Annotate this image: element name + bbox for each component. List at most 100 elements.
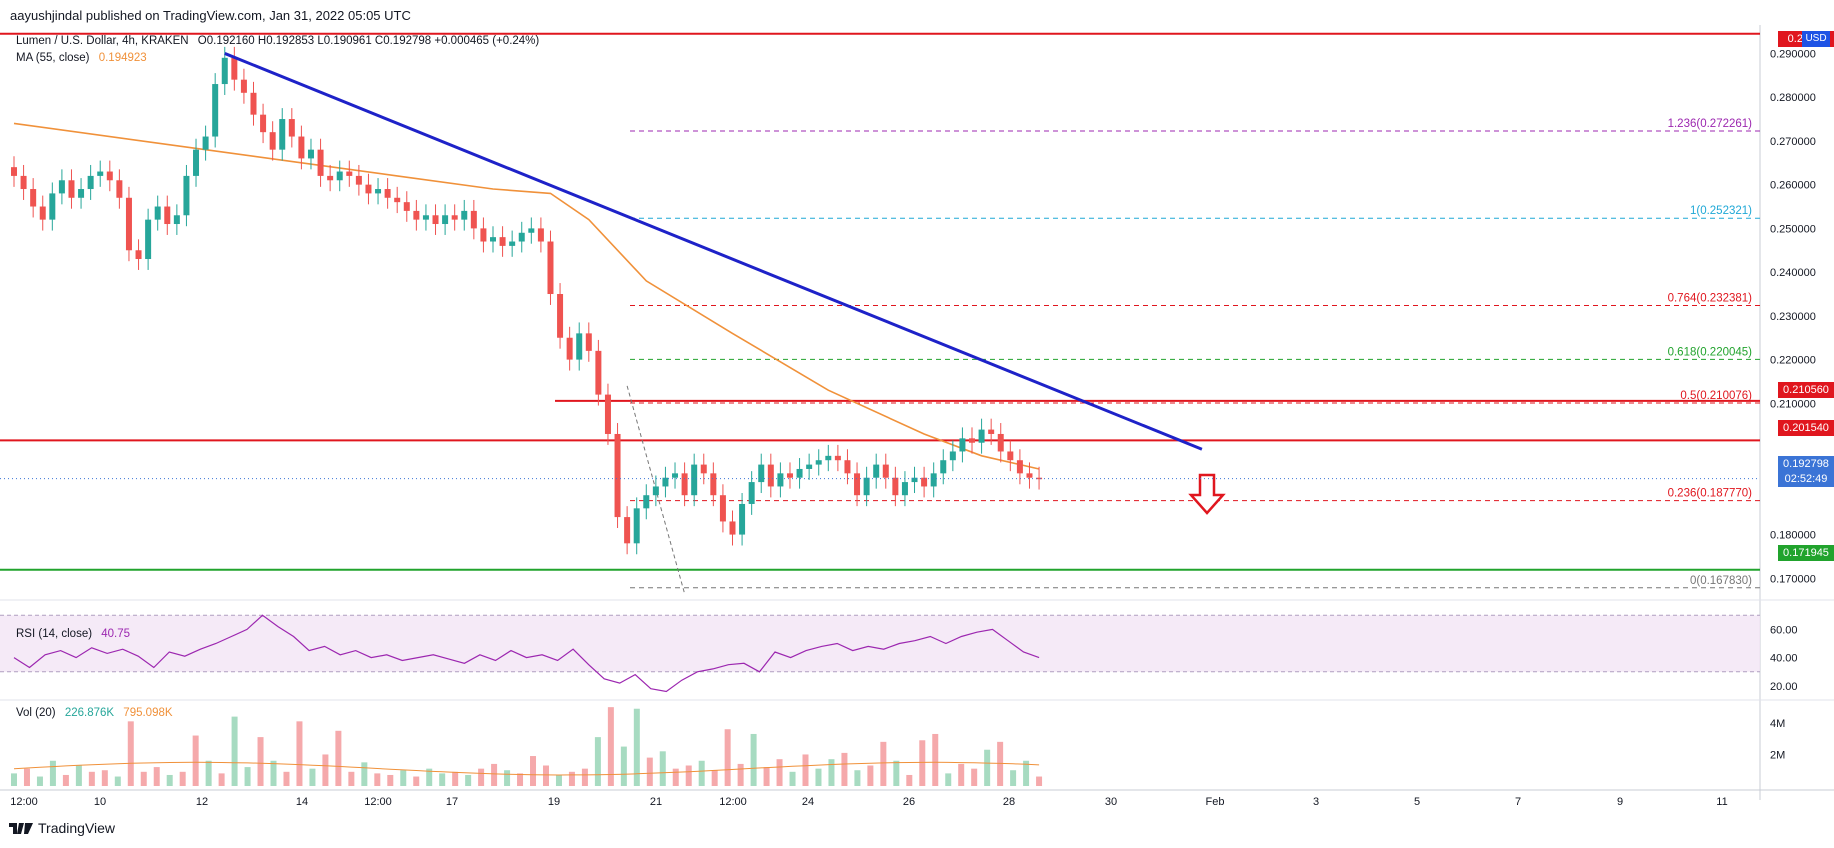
candle-body: [806, 464, 813, 469]
candle-body: [413, 210, 420, 220]
volume-bar: [62, 774, 69, 786]
candle-body: [652, 486, 659, 496]
volume-bar: [867, 765, 874, 786]
ma-label: MA (55, close): [16, 52, 90, 64]
candle-body: [39, 206, 46, 220]
volume-bar: [724, 729, 731, 786]
candle-body: [336, 171, 343, 181]
ma-legend[interactable]: MA (55, close) 0.194923: [16, 52, 153, 64]
candle-body: [624, 517, 631, 544]
rsi-legend[interactable]: RSI (14, close) 40.75: [16, 628, 136, 640]
volume-bar: [750, 733, 757, 786]
candle-body: [78, 189, 85, 198]
volume-bar: [192, 735, 199, 786]
footer: TradingView: [8, 820, 115, 836]
volume-bar: [478, 768, 485, 786]
candle-body: [202, 136, 209, 150]
candle-body: [873, 464, 880, 478]
volume-bar: [465, 774, 472, 786]
candle-body: [509, 241, 516, 246]
candle-body: [604, 394, 611, 434]
candle-body: [480, 228, 487, 242]
candle-body: [700, 464, 707, 474]
candle-body: [355, 175, 362, 185]
candle-body: [288, 119, 295, 137]
candle-body: [87, 175, 94, 190]
volume-bar: [23, 768, 30, 786]
candle-body: [518, 232, 525, 242]
candle-body: [1007, 451, 1014, 461]
candle-body: [901, 482, 908, 496]
candle-body: [834, 455, 841, 461]
vol-value-1: 226.876K: [64, 707, 115, 719]
candle-body: [959, 438, 966, 452]
volume-bar: [633, 708, 640, 786]
volume-bar: [711, 770, 718, 786]
candle-body: [710, 473, 717, 496]
x-tick-label: 3: [1313, 796, 1319, 808]
candle-body: [461, 210, 468, 220]
y-tick-label: 0.260000: [1770, 180, 1816, 192]
volume-bar: [880, 741, 887, 786]
volume-bar: [374, 773, 381, 786]
y-tick-label: 0.170000: [1770, 573, 1816, 585]
candle-body: [125, 197, 132, 251]
candle-body: [1016, 460, 1023, 474]
candle-body: [193, 149, 200, 176]
candle-body: [786, 473, 793, 478]
volume-bar: [114, 776, 121, 786]
candle-body: [969, 438, 975, 443]
x-tick-label: 12:00: [10, 796, 38, 808]
vol-label: Vol (20): [16, 707, 56, 719]
volume-bar: [400, 770, 407, 786]
volume-bar: [49, 760, 56, 786]
currency-badge[interactable]: USD: [1802, 31, 1830, 47]
x-tick-label: 12:00: [364, 796, 392, 808]
publish-header: aayushjindal published on TradingView.co…: [10, 8, 411, 23]
candle-body: [154, 206, 161, 220]
candle-body: [528, 228, 535, 233]
candle-body: [672, 473, 679, 478]
volume-bar: [685, 765, 692, 786]
candle-body: [432, 215, 439, 225]
candle-body: [796, 468, 803, 478]
candle-body: [442, 215, 449, 225]
candle-body: [250, 92, 257, 115]
candle-body: [643, 495, 650, 509]
volume-bar: [309, 768, 316, 786]
candle-body: [930, 473, 937, 487]
candle-body: [748, 482, 755, 504]
volume-bar: [361, 762, 368, 786]
volume-bar: [179, 771, 186, 786]
rsi-band: [0, 615, 1760, 672]
volume-bar: [997, 741, 1004, 786]
candle-body: [298, 136, 305, 159]
candle-body: [1036, 477, 1043, 480]
candle-body: [882, 464, 889, 478]
volume-bar: [542, 765, 549, 786]
volume-bar: [244, 767, 251, 786]
price-box-resistance-2: 0.201540: [1778, 420, 1834, 436]
brand-label: TradingView: [38, 820, 116, 836]
volume-legend[interactable]: Vol (20) 226.876K 795.098K: [16, 707, 179, 719]
volume-bar: [75, 765, 82, 786]
volume-bar: [698, 760, 705, 786]
x-tick-label: 28: [1003, 796, 1015, 808]
volume-bar: [1023, 760, 1030, 786]
volume-bar: [335, 730, 342, 786]
volume-bar: [530, 756, 537, 786]
y-tick-label: 0.250000: [1770, 223, 1816, 235]
volume-bar: [737, 763, 744, 786]
volume-bar: [101, 770, 108, 786]
candle-body: [490, 237, 496, 242]
volume-bar: [11, 773, 17, 786]
candle-body: [729, 521, 736, 535]
candle-body: [164, 206, 171, 225]
ohlc-values: O0.192160 H0.192853 L0.190961 C0.192798 …: [197, 35, 540, 47]
candle-body: [451, 215, 458, 220]
volume-bar: [1036, 776, 1043, 786]
volume-bar: [283, 771, 290, 786]
volume-bar: [815, 768, 822, 786]
symbol-label[interactable]: Lumen / U.S. Dollar, 4h, KRAKEN: [16, 35, 189, 47]
